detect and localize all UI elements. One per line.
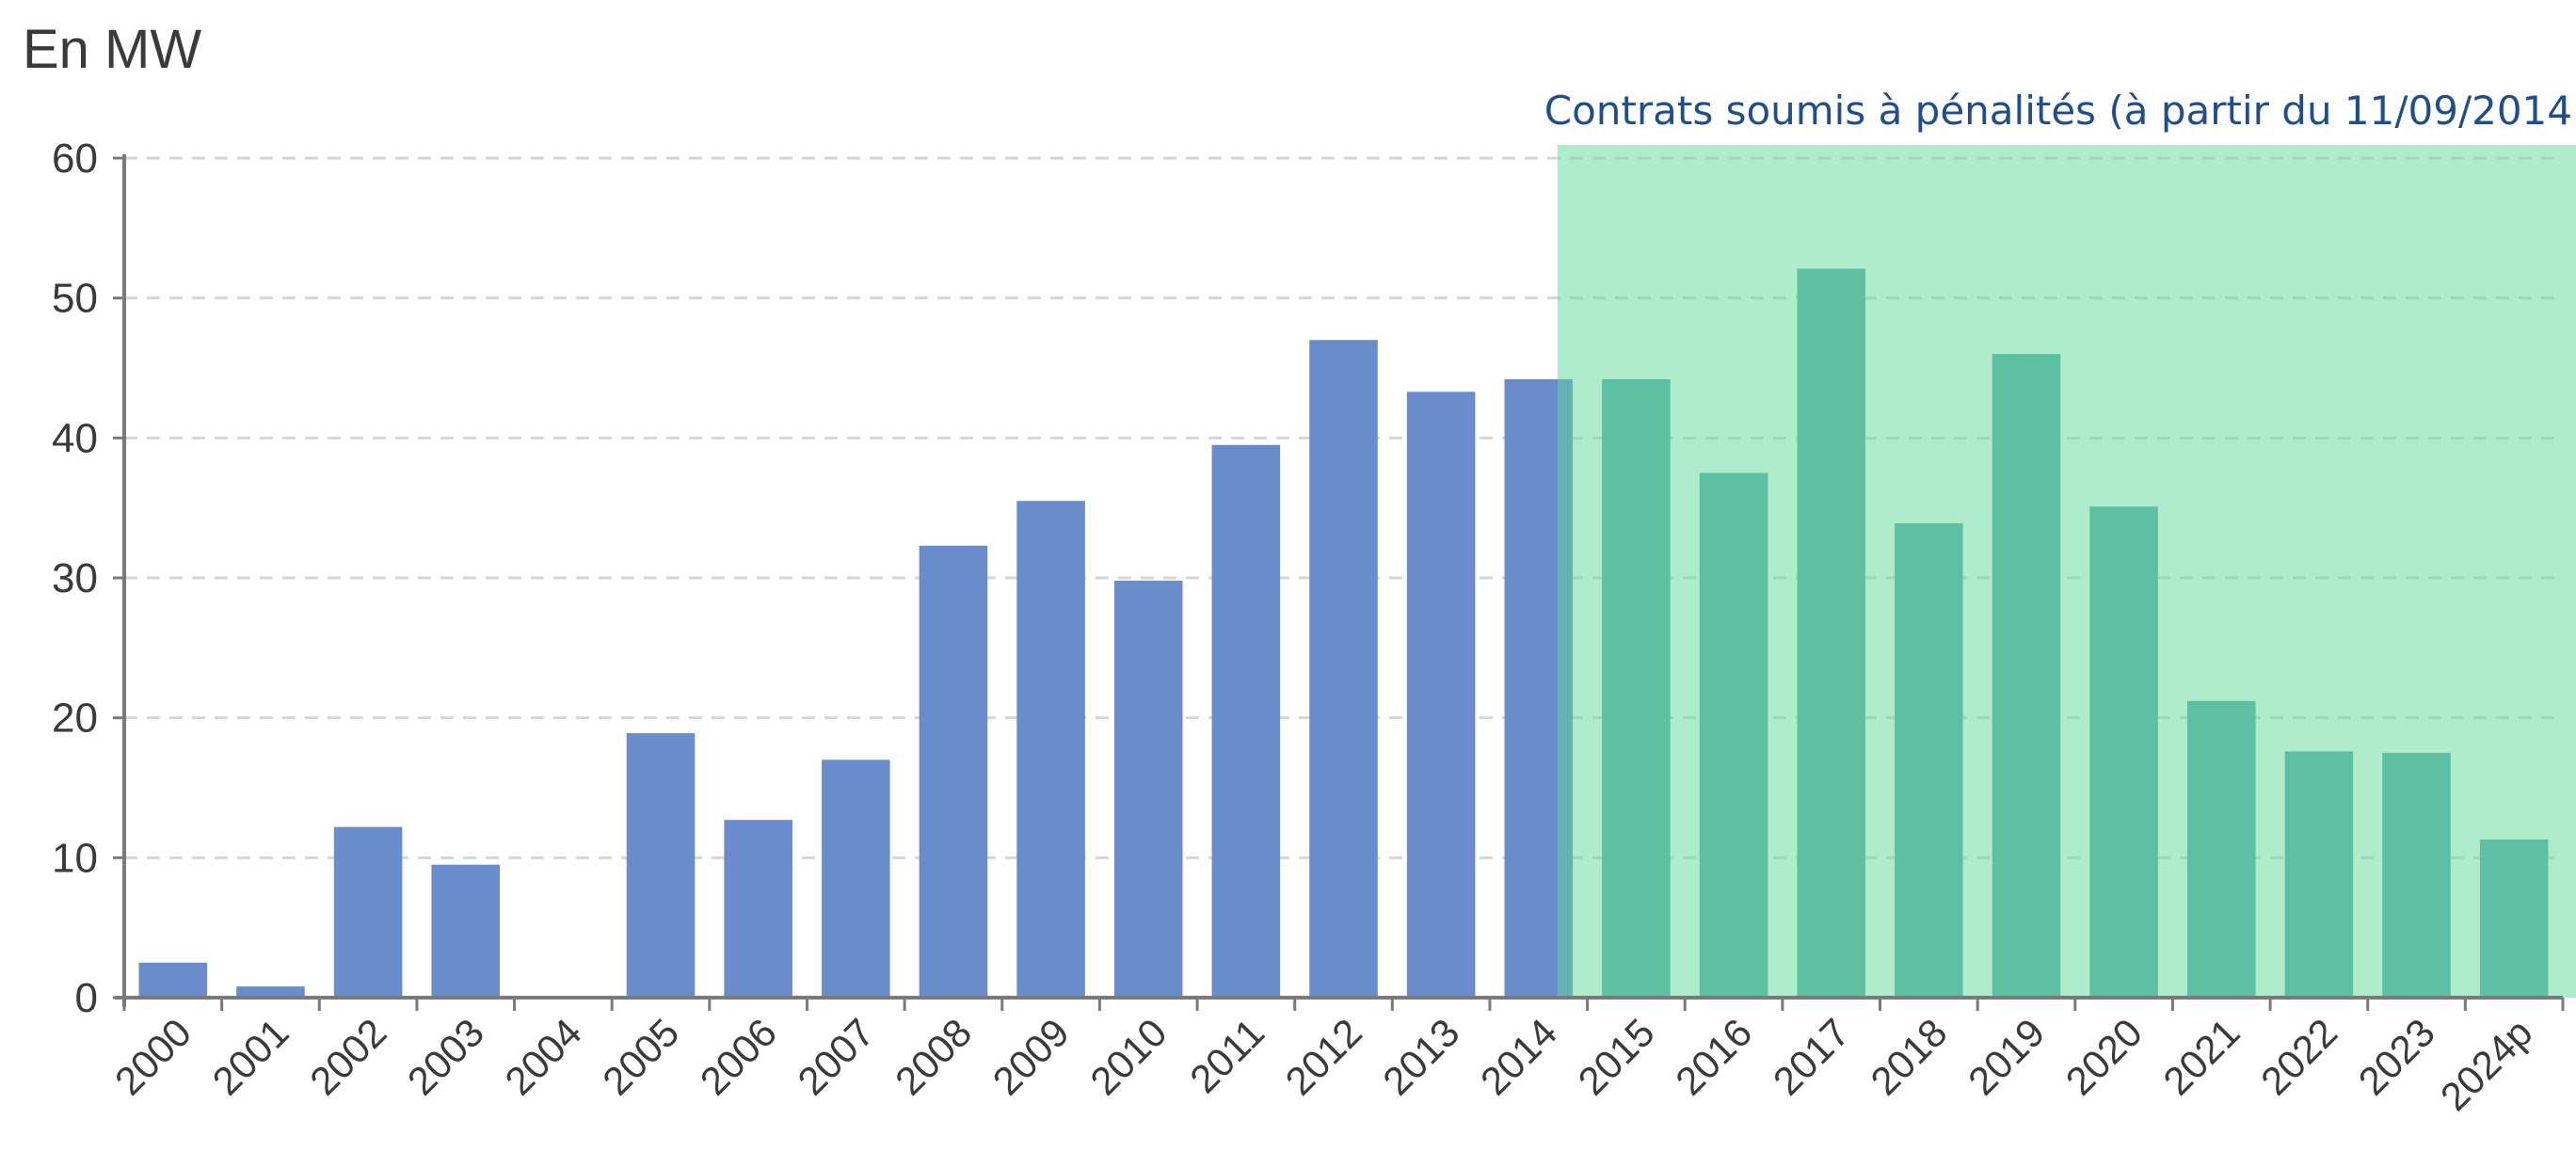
- bar: [236, 986, 305, 998]
- bar: [1016, 501, 1085, 998]
- y-tick-label: 20: [52, 696, 98, 742]
- axes: [113, 154, 2565, 1011]
- bar: [822, 760, 890, 998]
- y-tick-labels: 0 10 20 30 40 50 60: [52, 136, 98, 1021]
- bar: [1211, 444, 1281, 998]
- highlight-annotation: Contrats soumis à pénalités (à partir du…: [1544, 88, 2572, 134]
- y-tick-label: 30: [52, 555, 98, 601]
- highlight-band: [1557, 145, 2576, 998]
- bar: [1113, 580, 1183, 998]
- bar: [333, 826, 403, 998]
- bar: [919, 545, 988, 998]
- y-tick-label: 0: [75, 975, 98, 1021]
- bar: [724, 820, 792, 998]
- y-tick-label: 50: [52, 276, 98, 322]
- bar: [626, 733, 696, 998]
- bar: [138, 962, 208, 998]
- bar: [1406, 392, 1476, 999]
- bar: [1309, 340, 1378, 998]
- y-tick-label: 40: [52, 415, 98, 461]
- y-tick-label: 60: [52, 136, 98, 182]
- y-tick-label: 10: [52, 835, 98, 881]
- highlight-region: [1557, 145, 2576, 998]
- y-axis-unit-label: En MW: [23, 19, 201, 80]
- bar: [431, 864, 501, 998]
